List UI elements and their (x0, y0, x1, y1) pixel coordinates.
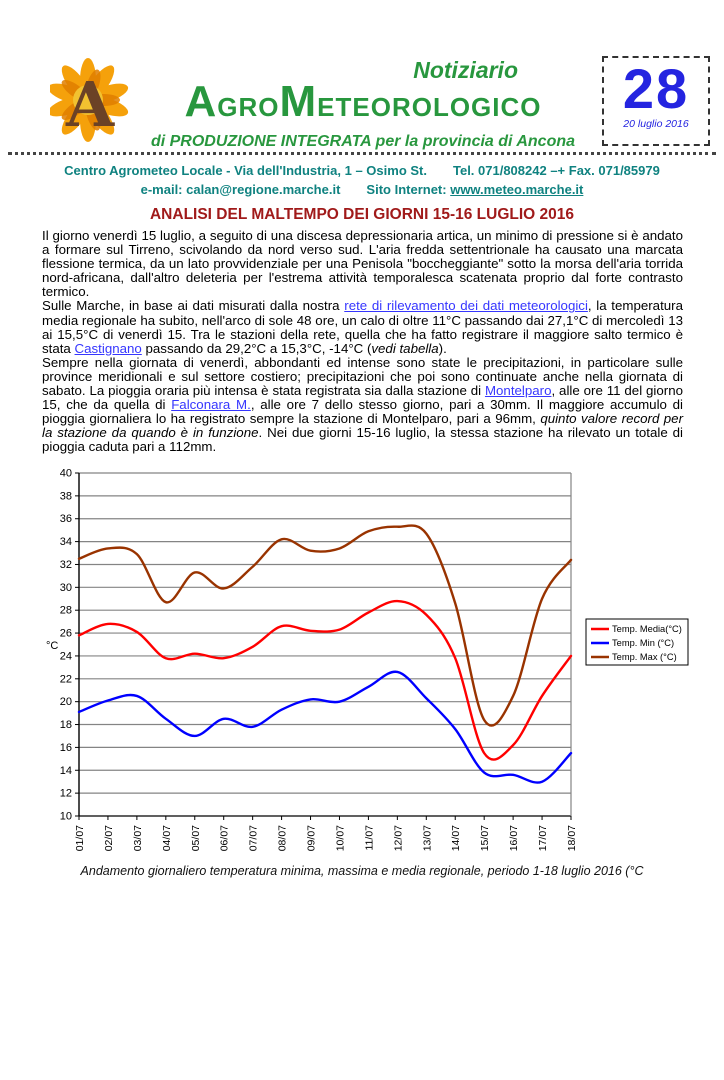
x-tick-label: 15/07 (479, 824, 491, 850)
x-tick-label: 08/07 (277, 824, 289, 850)
chart-area: 10 12 14 16 18 20 22 24 26 28 30 32 34 36 38 40 °C 01/07 0… (40, 467, 700, 860)
temperature-chart: 10 12 14 16 18 20 22 24 26 28 30 32 34 36 38 40 °C 01/07 0… (46, 467, 689, 851)
x-tick-label: 13/07 (421, 824, 433, 850)
title-gro: GRO (217, 92, 280, 122)
paragraph: Sempre nella giornata di venerdì, abbond… (42, 354, 684, 455)
y-tick-label: 30 (60, 581, 72, 593)
text-segment: Sempre nella giornata di venerdì, abbond… (42, 354, 683, 399)
legend-label: Temp. Media(°C) (612, 624, 682, 634)
chart-caption: Andamento giornaliero temperatura minima… (80, 863, 644, 878)
x-tick-label: 12/07 (392, 824, 404, 850)
sunflower-logo: A (47, 56, 130, 148)
link-rete-rilevamento[interactable]: rete di rilevamento dei dati meteorologi… (344, 298, 588, 314)
article-title: ANALISI DEL MALTEMPO DEI GIORNI 15-16 LU… (149, 206, 575, 223)
site-label: Sito Internet: (366, 182, 451, 197)
contact-site: Sito Internet: www.meteo.marche.it (366, 180, 583, 199)
title-rest: ETEOROLOGICO (317, 92, 542, 122)
text-segment: ). (438, 340, 447, 356)
y-tick-label: 10 (60, 810, 72, 822)
x-tick-label: 10/07 (334, 824, 346, 850)
text-segment: , la temperatura media regionale ha subi… (42, 298, 683, 356)
sunflower-logo-graphic: A (47, 58, 129, 142)
masthead-notiziario: Notiziario (413, 57, 518, 83)
issue-number-box: 28 20 luglio 2016 (602, 56, 710, 146)
legend-label: Temp. Max (°C) (612, 652, 677, 662)
x-tick-label: 17/07 (537, 824, 549, 850)
y-tick-label: 32 (60, 558, 72, 570)
paragraph: Sulle Marche, in base ai dati misurati d… (42, 299, 683, 355)
contact-address: Centro Agrometeo Locale - Via dell'Indus… (64, 163, 427, 178)
legend-label: Temp. Min (°C) (612, 638, 674, 648)
x-tick-label: 16/07 (508, 824, 520, 850)
text-segment: passando da 29,2°C a 15,3°C, -14°C ( (141, 340, 372, 356)
masthead: Notiziario AGROMETEOROLOGICO di PRODUZIO… (130, 56, 596, 152)
issue-date: 20 luglio 2016 (623, 118, 689, 130)
x-tick-label: 02/07 (103, 824, 115, 850)
text-segment: quinto valore record per la stazione da … (42, 411, 683, 441)
y-tick-label: 12 (60, 787, 72, 799)
y-tick-label: 40 (60, 467, 72, 479)
site-link[interactable]: www.meteo.marche.it (450, 182, 584, 197)
paragraph: Il giorno venerdì 15 luglio, a seguito d… (42, 228, 683, 300)
masthead-title: AGROMETEOROLOGICO (130, 80, 596, 132)
y-tick-label: 22 (60, 673, 72, 685)
text-segment: , alle ore 7 dello stesso giorno, pari a… (42, 397, 684, 427)
x-tick-label: 18/07 (566, 824, 578, 850)
x-tick-label: 04/07 (161, 824, 173, 850)
link-montelparo[interactable]: Montelparo (484, 383, 552, 399)
y-tick-label: 18 (60, 719, 72, 731)
y-axis-title: °C (46, 640, 58, 652)
text-segment: Sulle Marche, in base ai dati misurati d… (42, 298, 345, 314)
series-temp-min-c- (77, 670, 573, 784)
text-segment: , alle ore 11 del giorno 15, che da quel… (42, 383, 683, 413)
text-segment: vedi tabella (371, 340, 439, 356)
y-tick-label: 28 (60, 604, 72, 616)
text-segment: . Nei due giorni 15-16 luglio, la stessa… (42, 425, 684, 455)
masthead-subtitle: di PRODUZIONE INTEGRATA per la provincia… (150, 133, 576, 150)
y-tick-label: 20 (60, 696, 72, 708)
title-letter-a: A (184, 77, 218, 126)
x-tick-label: 06/07 (219, 824, 231, 850)
issue-number: 28 (622, 57, 690, 120)
logo-letter-a: A (65, 68, 115, 141)
y-tick-label: 26 (60, 627, 72, 639)
title-letter-m: M (279, 77, 318, 126)
y-tick-label: 34 (60, 536, 72, 548)
x-tick-label: 07/07 (248, 824, 260, 850)
x-tick-label: 09/07 (306, 824, 318, 850)
x-tick-label: 03/07 (132, 824, 144, 850)
link-castignano[interactable]: Castignano (74, 340, 142, 356)
x-tick-label: 01/07 (74, 824, 86, 850)
x-tick-label: 11/07 (363, 824, 375, 850)
x-tick-label: 05/07 (190, 824, 202, 850)
series-temp-max-c- (77, 523, 573, 727)
contact-block: Centro Agrometeo Locale - Via dell'Indus… (0, 161, 724, 199)
newsletter-header: A Notiziario AGROMETEOROLOGICO di PRODUZ… (47, 56, 710, 150)
y-tick-label: 14 (60, 764, 72, 776)
contact-email: e-mail: calan@regione.marche.it (140, 182, 341, 197)
contact-line-1: Centro Agrometeo Locale - Via dell'Indus… (0, 161, 724, 180)
series-temp-media-c- (77, 599, 573, 761)
link-falconara[interactable]: Falconara M. (171, 397, 251, 413)
text-segment: Il giorno venerdì 15 luglio, a seguito d… (42, 228, 683, 300)
x-tick-label: 14/07 (450, 824, 462, 850)
contact-line-2: e-mail: calan@regione.marche.it Sito Int… (0, 180, 724, 199)
article-body: Il giorno venerdì 15 luglio, a seguito d… (42, 228, 684, 455)
y-tick-label: 24 (60, 650, 72, 662)
contact-phone-fax: Tel. 071/808242 –+ Fax. 071/85979 (452, 163, 660, 178)
y-tick-label: 36 (60, 513, 72, 525)
dotted-separator (8, 152, 716, 155)
y-tick-label: 16 (60, 741, 72, 753)
y-tick-label: 38 (60, 490, 72, 502)
